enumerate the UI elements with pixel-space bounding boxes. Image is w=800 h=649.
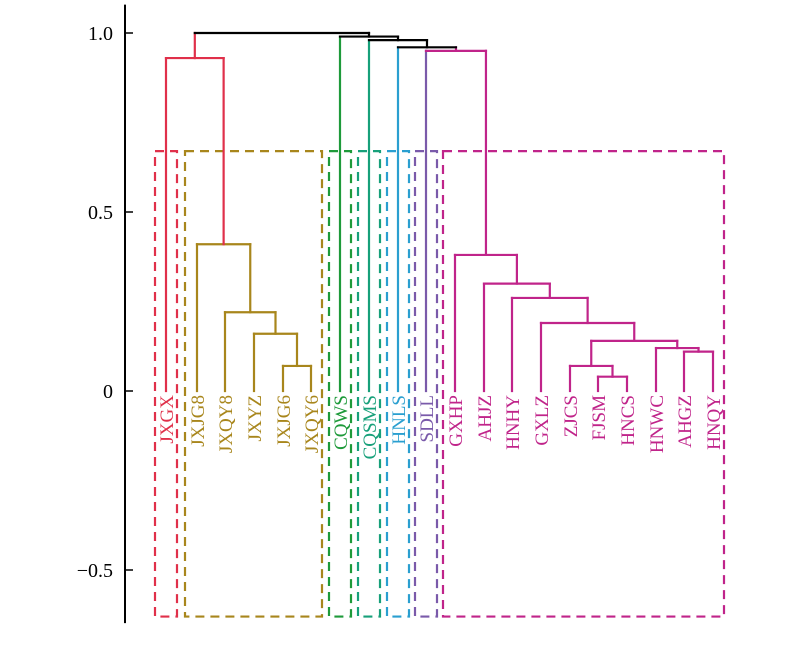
leaf-label-hnwc: HNWC (647, 395, 668, 453)
leaf-label-hnls: HNLS (389, 395, 410, 445)
leaf-label-jxgx: JXGX (157, 395, 178, 444)
leaf-label-jxjg6: JXJG6 (274, 395, 295, 447)
y-axis: 1.0 0.5 0 −0.5 (77, 4, 133, 624)
cluster-boxes (153, 150, 726, 618)
y-tick-label-2: 0 (103, 381, 113, 403)
cluster-box-2 (327, 150, 353, 618)
leaf-label-ahjz: AHJZ (475, 395, 496, 441)
leaf-labels: JXGX JXJG8 JXQY8 JXYZ JXJG6 JXQY6 CQWS CQSMS HNL… (157, 395, 725, 460)
leaf-label-hnqy: HNQY (704, 395, 725, 450)
leaf-label-hnhy: HNHY (503, 395, 524, 450)
leaf-label-jxqy8: JXQY8 (216, 395, 237, 453)
y-tick-label-1: 0.5 (88, 202, 113, 224)
leaf-label-jxjg8: JXJG8 (188, 395, 209, 447)
leaf-label-hncs: HNCS (618, 395, 639, 446)
cluster-box-0 (153, 150, 179, 618)
leaf-label-gxlz: GXLZ (532, 395, 553, 446)
cluster-box-6 (441, 150, 726, 618)
leaf-label-ahgz: AHGZ (675, 395, 696, 448)
leaf-label-jxqy6: JXQY6 (302, 395, 323, 453)
dendrogram-links (164, 31, 715, 393)
y-tick-label-0: 1.0 (88, 23, 113, 45)
leaf-label-gxhp: GXHP (446, 395, 467, 447)
leaf-label-fjsm: FJSM (589, 395, 610, 441)
leaf-label-cqsms: CQSMS (360, 395, 381, 459)
cluster-box-5 (413, 150, 439, 618)
leaf-label-sdll: SDLL (417, 395, 438, 443)
leaf-label-zjcs: ZJCS (561, 395, 582, 437)
leaf-label-jxyz: JXYZ (245, 395, 266, 441)
cluster-box-1 (183, 150, 324, 618)
y-tick-label-3: −0.5 (77, 560, 113, 582)
cluster-box-3 (356, 150, 382, 618)
cluster-box-4 (385, 150, 411, 618)
leaf-label-cqws: CQWS (331, 395, 352, 450)
